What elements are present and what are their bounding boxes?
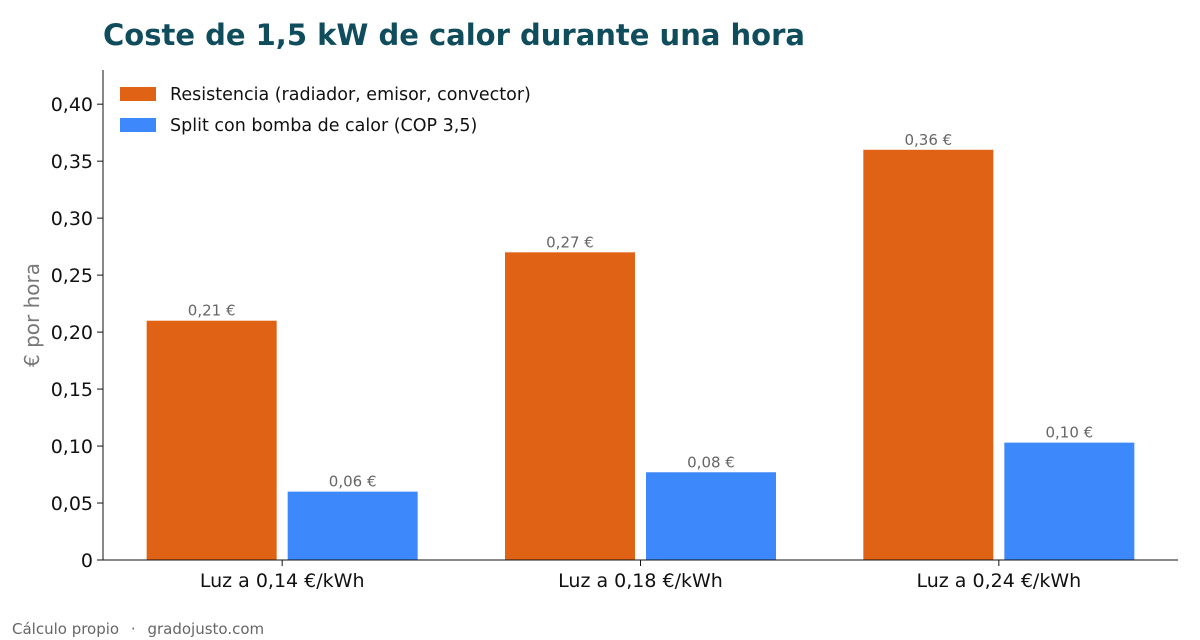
- x-tick-label: Luz a 0,18 €/kWh: [558, 570, 723, 592]
- y-ticks-group: 0 0,05 0,10 0,15 0,20 0,25 0,30 0,35 0,40: [51, 94, 103, 572]
- data-label: 0,21 €: [188, 302, 236, 320]
- footer-separator: ·: [131, 620, 136, 638]
- data-labels-group: 0,21 € 0,06 € 0,27 € 0,08 € 0,36 € 0,10 €: [188, 131, 1093, 491]
- x-tick-label: Luz a 0,24 €/kWh: [917, 570, 1082, 592]
- legend-swatch: [120, 87, 156, 101]
- y-tick-label: 0,40: [51, 94, 93, 116]
- x-tick-label: Luz a 0,14 €/kWh: [200, 570, 365, 592]
- y-tick-label: 0,25: [51, 265, 93, 287]
- bar-resistencia-1: [146, 320, 277, 560]
- data-label: 0,08 €: [687, 453, 735, 471]
- y-tick-label: 0,05: [51, 493, 93, 515]
- y-tick-label: 0,20: [51, 322, 93, 344]
- y-tick-label: 0,35: [51, 151, 93, 173]
- y-tick-label: 0,30: [51, 208, 93, 230]
- bar-split-1: [287, 491, 418, 560]
- y-tick-label: 0,10: [51, 436, 93, 458]
- data-label: 0,10 €: [1045, 424, 1093, 442]
- data-label: 0,36 €: [904, 131, 952, 149]
- bar-split-2: [646, 472, 776, 560]
- bar-resistencia-2: [505, 252, 635, 561]
- bars-group: [146, 149, 1135, 561]
- y-axis-label: € por hora: [20, 263, 44, 367]
- data-label: 0,06 €: [329, 473, 377, 491]
- x-ticks-group: Luz a 0,14 €/kWh Luz a 0,18 €/kWh Luz a 0,…: [200, 560, 1081, 592]
- y-tick-label: 0: [81, 550, 93, 572]
- legend-swatch: [120, 118, 156, 132]
- legend-label: Split con bomba de calor (COP 3,5): [170, 116, 477, 136]
- footer-source: Cálculo propio: [12, 620, 119, 638]
- bar-split-3: [1004, 442, 1135, 560]
- y-tick-label: 0,15: [51, 379, 93, 401]
- chart-title: Coste de 1,5 kW de calor durante una hor…: [103, 18, 805, 52]
- legend-label: Resistencia (radiador, emisor, convector…: [170, 85, 531, 105]
- bar-resistencia-3: [863, 149, 994, 560]
- data-label: 0,27 €: [546, 233, 594, 251]
- footer-text: Cálculo propio · gradojusto.com: [12, 620, 264, 638]
- footer-site: gradojusto.com: [147, 620, 264, 638]
- legend: Resistencia (radiador, emisor, convector…: [120, 85, 531, 136]
